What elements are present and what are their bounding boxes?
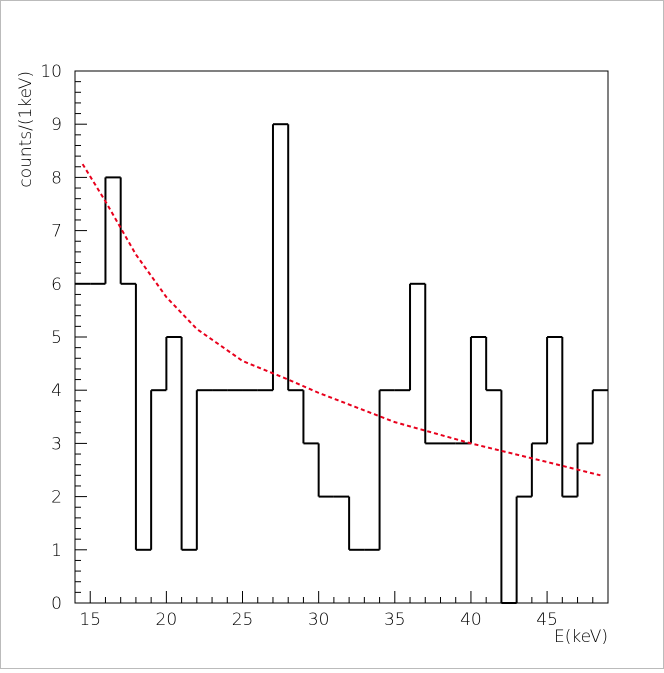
x-tick-label: 45 [536,610,558,630]
fit-curve [81,163,601,477]
x-tick-label: 40 [460,610,482,630]
y-tick-label: 10 [40,62,62,82]
x-tick-label: 35 [384,610,406,630]
y-tick-label: 3 [51,434,62,454]
x-tick-label: 25 [232,610,254,630]
y-tick-label: 9 [51,115,62,135]
y-tick-label: 5 [51,328,62,348]
y-tick-label: 4 [51,381,62,401]
y-axis-label: counts/(1keV) [16,71,36,188]
y-tick-label: 8 [51,168,62,188]
y-tick-label: 2 [51,488,62,508]
x-tick-label: 30 [308,610,330,630]
x-tick-label: 20 [156,610,178,630]
y-tick-label: 1 [51,541,62,561]
fit-curve-layer [81,163,601,477]
x-axis-label: E(keV) [554,627,608,647]
y-tick-label: 7 [51,222,62,242]
y-tick-label: 6 [51,275,62,295]
y-tick-label: 0 [51,594,62,614]
plot-frame [74,70,609,604]
x-tick-label: 15 [79,610,101,630]
tick-marks [74,70,609,604]
